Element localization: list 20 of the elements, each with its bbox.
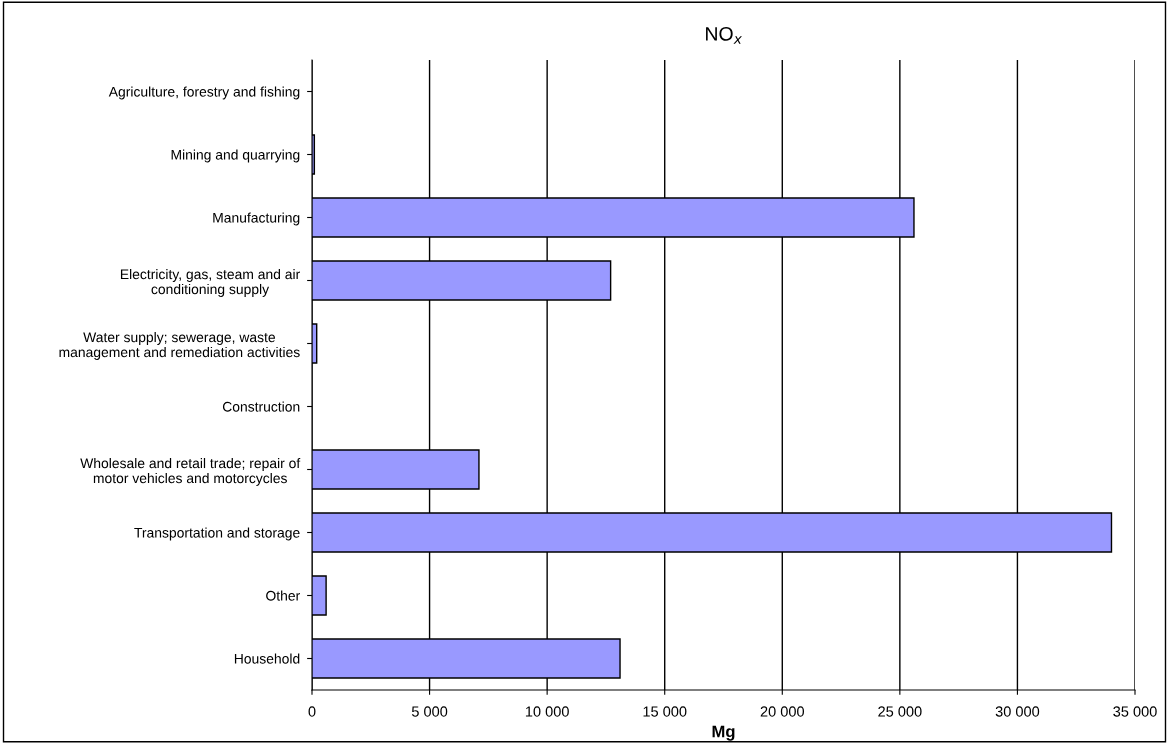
x-tick-label: 25 000 bbox=[878, 706, 922, 717]
y-tick-label: Agriculture, forestry and fishing bbox=[108, 86, 300, 100]
y-tick-label: Household bbox=[234, 653, 300, 664]
x-tick-label: 35 000 bbox=[1113, 706, 1157, 717]
y-tick-label: Construction bbox=[222, 401, 300, 412]
x-tick-label: 15 000 bbox=[643, 706, 687, 717]
x-axis-title: Mg bbox=[712, 725, 735, 741]
y-tick-label: Manufacturing bbox=[213, 212, 300, 226]
chart-title: NO$_{x}$ bbox=[706, 26, 742, 44]
y-tick-label: Transportation and storage bbox=[134, 527, 300, 541]
y-tick-label: Water supply; sewerage, waste management and remediation activities bbox=[59, 331, 300, 360]
x-tick-label: 20 000 bbox=[760, 706, 805, 717]
y-tick-label: Wholesale and retail trade; repair of motor vehicles and motorcycles bbox=[80, 457, 301, 486]
y-tick-label: Electricity, gas, steam and air conditioning supply bbox=[120, 268, 300, 297]
x-tick-label: 0 bbox=[308, 706, 316, 717]
y-tick-label: Other bbox=[266, 590, 300, 601]
x-tick-label: 10 000 bbox=[525, 706, 569, 717]
y-tick-label: Mining and quarrying bbox=[171, 149, 300, 163]
x-tick-label: 5 000 bbox=[411, 706, 448, 717]
x-tick-label: 30 000 bbox=[995, 706, 1040, 717]
